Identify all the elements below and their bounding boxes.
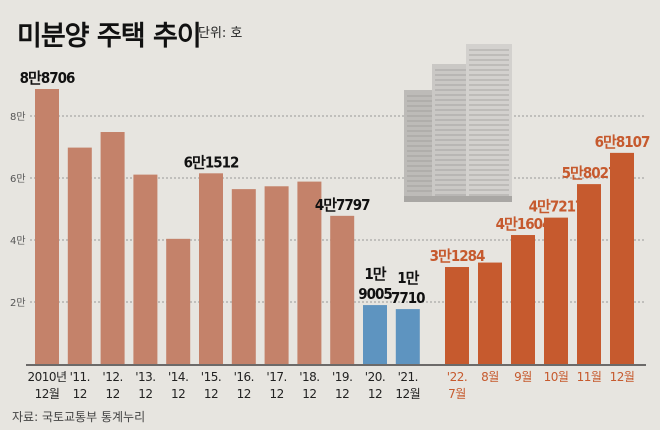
x-tick-label: '15. [201, 370, 221, 384]
x-tick-label: 12월 [35, 387, 60, 401]
building-base [466, 196, 512, 202]
x-tick-label: 9월 [514, 370, 532, 384]
x-tick-label: '11. [70, 370, 90, 384]
chart-title: 미분양 주택 추이 [17, 21, 202, 52]
x-tick-label: 2010년 [27, 370, 66, 384]
bar [511, 235, 535, 364]
x-tick-label: 12 [302, 387, 316, 401]
data-label: 1만 [364, 265, 386, 283]
gridlines: 2만 4만 6만 8만 [10, 111, 646, 309]
y-tick-label: 4만 [10, 235, 26, 247]
x-tick-label: 12월 [395, 387, 420, 401]
apartment-buildings-icon [404, 44, 512, 202]
unit-label: 단위: 호 [198, 26, 243, 41]
bar [363, 305, 387, 364]
x-tick-label: 12 [171, 387, 185, 401]
bars [35, 89, 634, 364]
x-tick-label: '18. [299, 370, 319, 384]
bar [330, 215, 355, 364]
x-tick-label: '21. [398, 370, 418, 384]
data-label: 4만7797 [315, 196, 370, 214]
x-tick-label: '16. [234, 370, 254, 384]
data-label: 1만 [397, 269, 419, 287]
building-tower [432, 64, 470, 202]
x-tick-label: 12 [368, 387, 382, 401]
x-tick-label: '19. [332, 370, 352, 384]
x-tick-label: 8월 [481, 370, 499, 384]
y-tick-label: 2만 [10, 297, 26, 309]
x-tick-label: '13. [135, 370, 155, 384]
x-tick-label: 12 [73, 387, 87, 401]
bar [100, 132, 125, 364]
x-tick-label: 12월 [610, 370, 635, 384]
x-tick-label: 12 [105, 387, 119, 401]
bar [35, 89, 59, 364]
data-label: 4만1604 [496, 215, 551, 233]
data-label: 6만1512 [184, 153, 239, 171]
x-tick-label: 10월 [544, 370, 569, 384]
building-tower [466, 44, 512, 202]
bar [264, 186, 289, 364]
data-label: 9005 [358, 285, 392, 303]
x-tick-label: '14. [168, 370, 188, 384]
data-label: 8만8706 [20, 69, 75, 87]
x-tick-label: '12. [102, 370, 122, 384]
data-label: 3만1284 [430, 247, 485, 265]
data-label: 5만8027 [562, 164, 617, 182]
bar [67, 147, 92, 364]
bar [297, 181, 322, 364]
x-tick-label: 11월 [577, 370, 602, 384]
bar [199, 173, 223, 364]
bar [478, 262, 502, 364]
bar [166, 238, 191, 364]
data-label: 4만7217 [529, 198, 584, 216]
bar [231, 189, 256, 364]
building-base [404, 196, 440, 202]
y-tick-label: 6만 [10, 173, 26, 185]
x-tick-label: '17. [266, 370, 286, 384]
x-tick-label: 12 [335, 387, 349, 401]
x-tick-label: 12 [269, 387, 283, 401]
bar [133, 174, 158, 364]
source-note: 자료: 국토교통부 통계누리 [12, 410, 146, 424]
bar [445, 267, 469, 364]
x-tick-label: 12 [237, 387, 251, 401]
data-label: 6만8107 [595, 133, 650, 151]
building-base [432, 196, 470, 202]
x-tick-label: '22. [447, 370, 467, 384]
x-tick-label: 12 [138, 387, 152, 401]
value-labels: 8만8706 6만1512 4만7797 1만 9005 1만 7710 3만1284 4만16… [20, 69, 651, 307]
y-tick-label: 8만 [10, 111, 26, 123]
x-tick-labels: 2010년 12월 '11. 12 '12. 12 '13. 12 '14. 12 '15. 12 '1… [27, 370, 634, 401]
bar [610, 152, 634, 364]
x-tick-label: '20. [365, 370, 385, 384]
x-tick-label: 7월 [448, 387, 466, 401]
data-label: 7710 [391, 289, 425, 307]
bar [544, 217, 568, 364]
bar [577, 184, 601, 364]
bar [395, 309, 420, 364]
x-tick-label: 12 [204, 387, 218, 401]
